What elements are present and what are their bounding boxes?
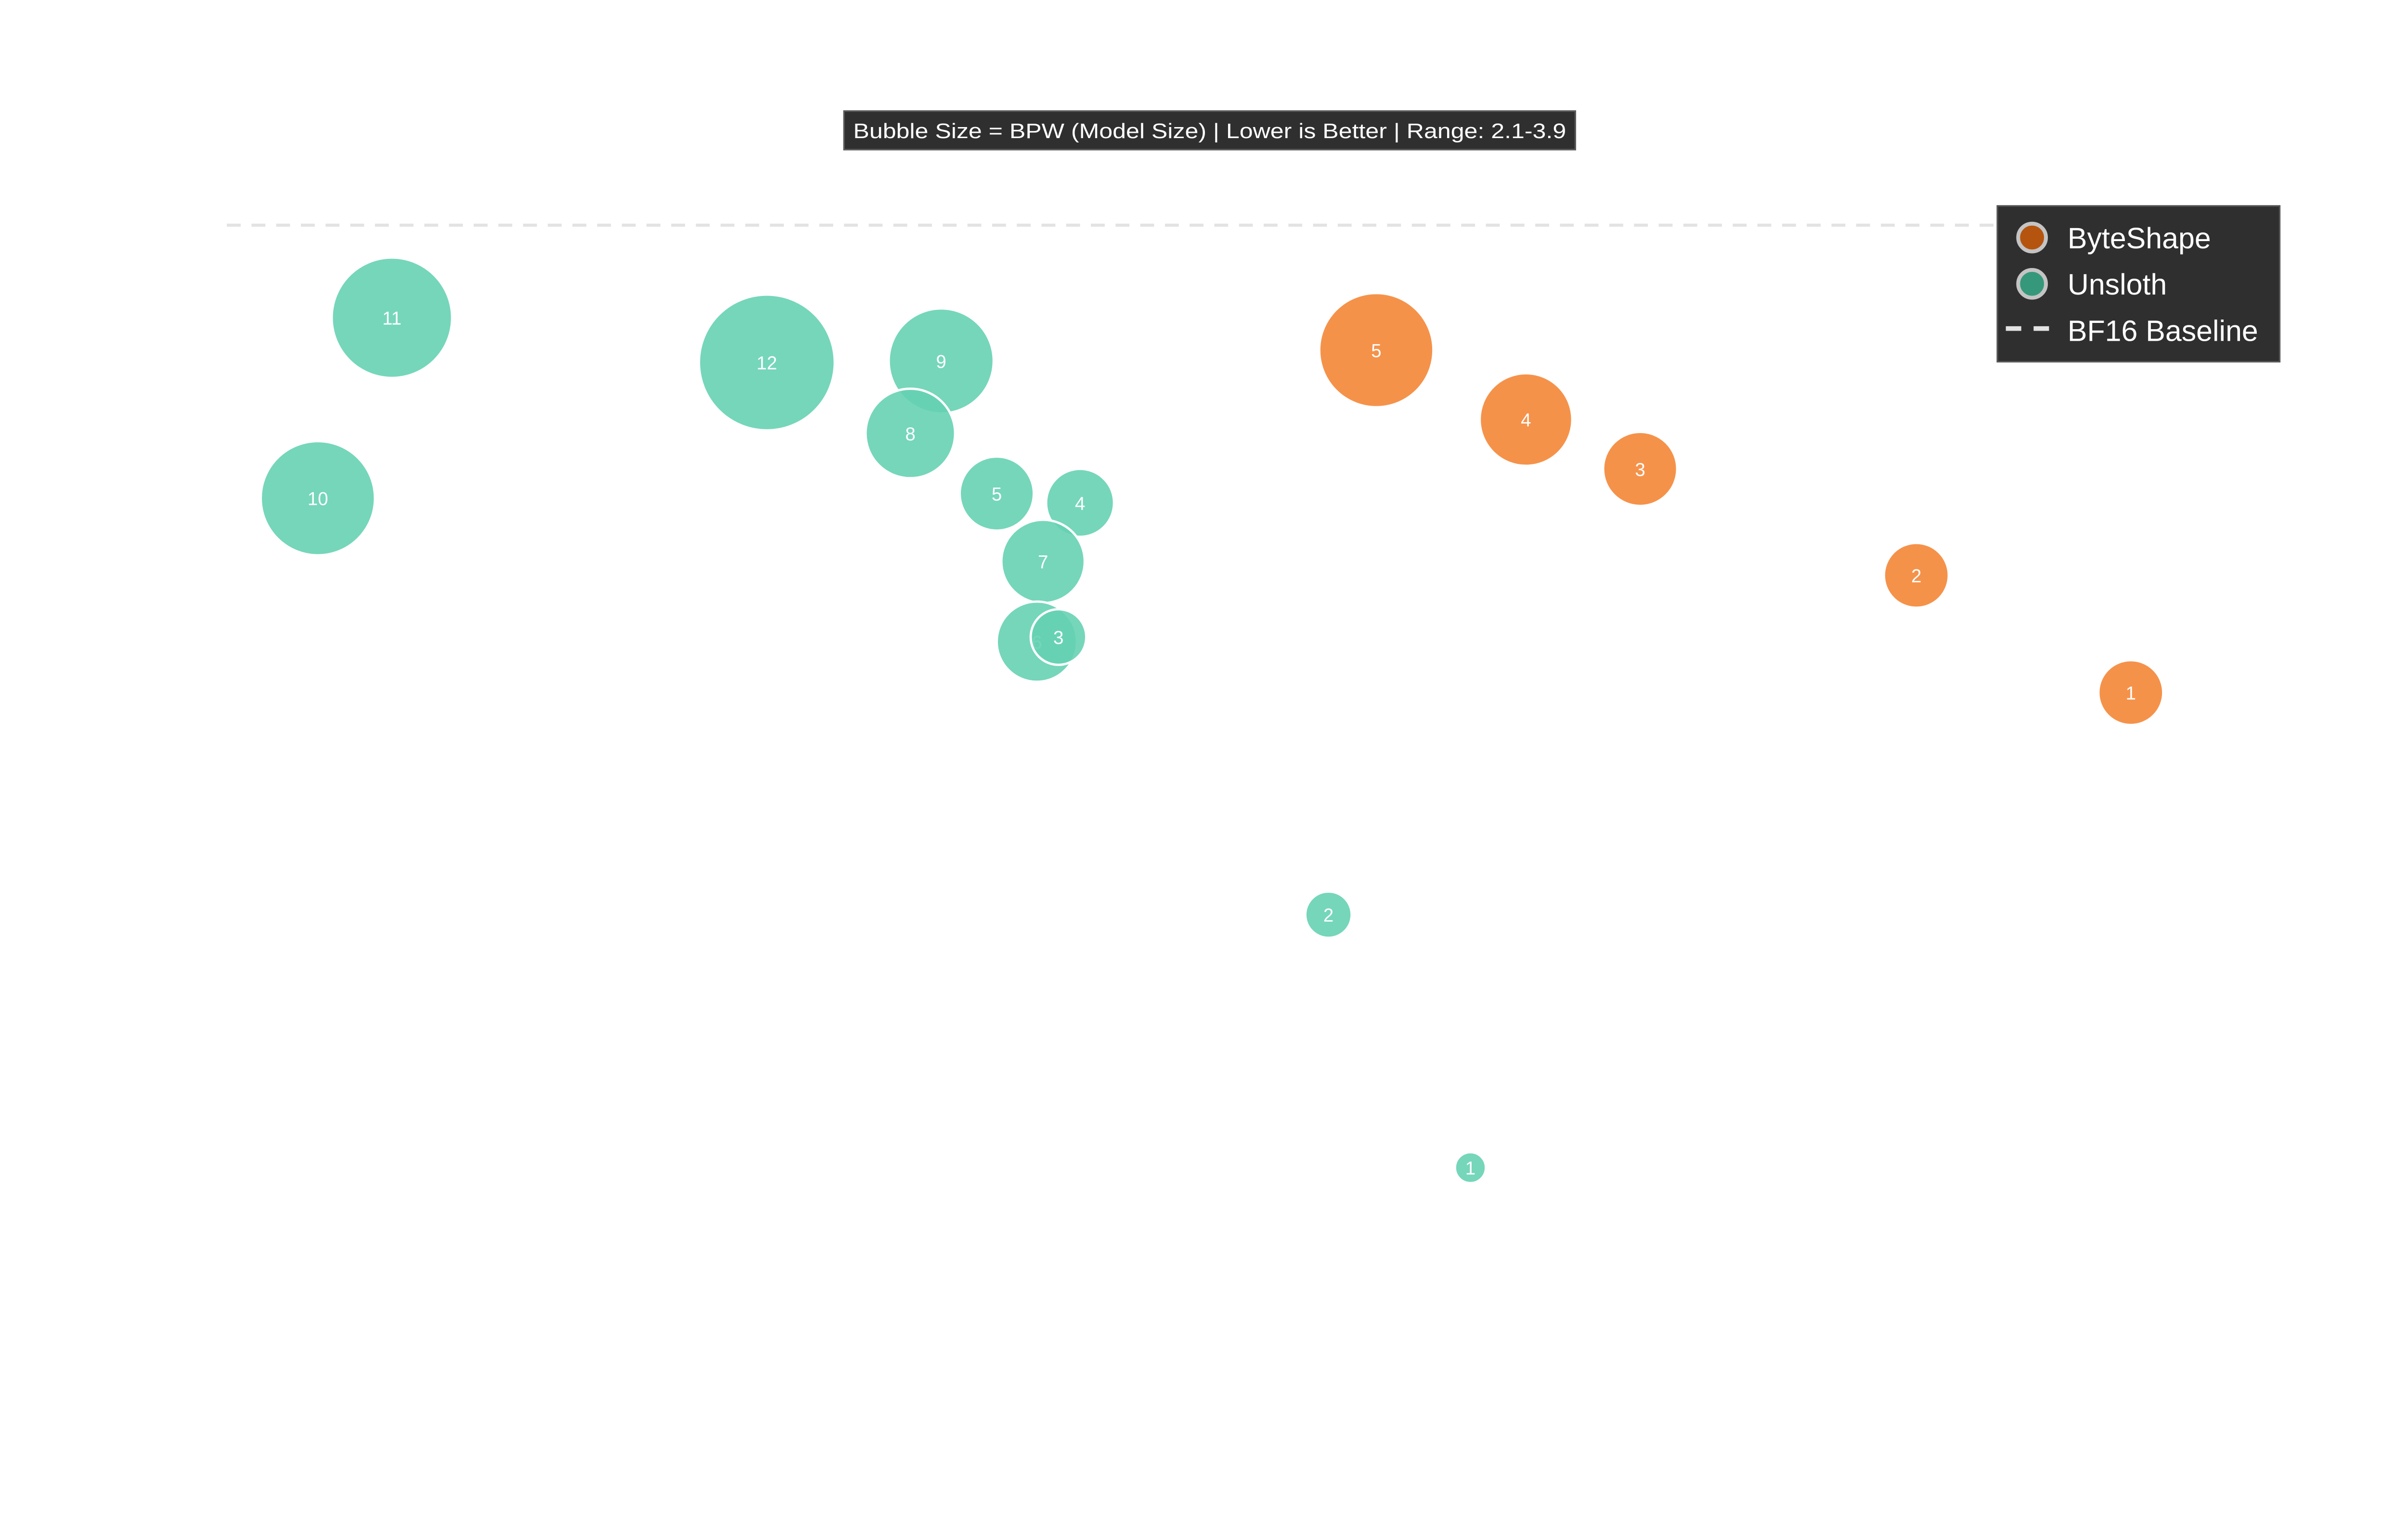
bubble-label-byteshape-1: 1 [2126,683,2136,704]
bubble-unsloth-2[interactable] [1304,890,1353,939]
bubble-byteshape-2[interactable] [1883,541,1950,609]
bubble-unsloth-10[interactable] [259,440,376,557]
bubble-unsloth-12[interactable] [698,293,836,432]
bubble-label-byteshape-2: 2 [1911,566,1921,587]
bubble-unsloth-3[interactable] [1029,608,1087,666]
bubble-unsloth-5[interactable] [958,455,1035,532]
legend-marker-unsloth [2016,268,2048,300]
bubble-label-byteshape-4: 4 [1521,410,1531,431]
legend-marker-byteshape [2016,221,2048,254]
bubble-label-unsloth-7: 7 [1038,552,1048,573]
bubble-label-unsloth-4: 4 [1075,493,1085,514]
bubble-label-unsloth-8: 8 [905,424,915,445]
bubble-label-unsloth-10: 10 [308,489,328,510]
bubble-label-byteshape-5: 5 [1371,341,1381,361]
annotation-box: Bubble Size = BPW (Model Size) | Lower i… [843,110,1577,151]
bubble-byteshape-3[interactable] [1602,431,1679,507]
bubble-label-unsloth-5: 5 [992,484,1002,505]
annotation-text: Bubble Size = BPW (Model Size) | Lower i… [853,120,1566,143]
bubble-unsloth-8[interactable] [864,387,957,479]
legend-label-byteshape[interactable]: ByteShape [2068,222,2211,255]
bubble-byteshape-1[interactable] [2097,659,2164,726]
bubble-unsloth-4[interactable] [1045,467,1115,538]
legend-label-baseline[interactable]: BF16 Baseline [2068,314,2258,347]
bubble-label-byteshape-3: 3 [1635,460,1645,480]
bubble-label-unsloth-2: 2 [1323,905,1333,926]
bubble-label-unsloth-9: 9 [936,351,946,372]
bubble-unsloth-1[interactable] [1454,1151,1487,1184]
bubble-unsloth-11[interactable] [330,256,453,379]
bubble-label-unsloth-3: 3 [1053,628,1063,648]
legend: ByteShape Unsloth BF16 Baseline [1996,205,2281,363]
bubble-byteshape-4[interactable] [1478,372,1574,467]
bubble-label-unsloth-12: 12 [757,353,777,374]
bubbles-layer: 11129810547632154321 [259,256,2164,1184]
bubble-byteshape-5[interactable] [1318,292,1435,409]
bubble-chart: 11129810547632154321 Bubble Size = BPW (… [227,110,2281,1184]
bubble-label-unsloth-1: 1 [1465,1158,1475,1179]
legend-label-unsloth[interactable]: Unsloth [2068,268,2167,301]
bubble-label-unsloth-11: 11 [382,308,401,329]
